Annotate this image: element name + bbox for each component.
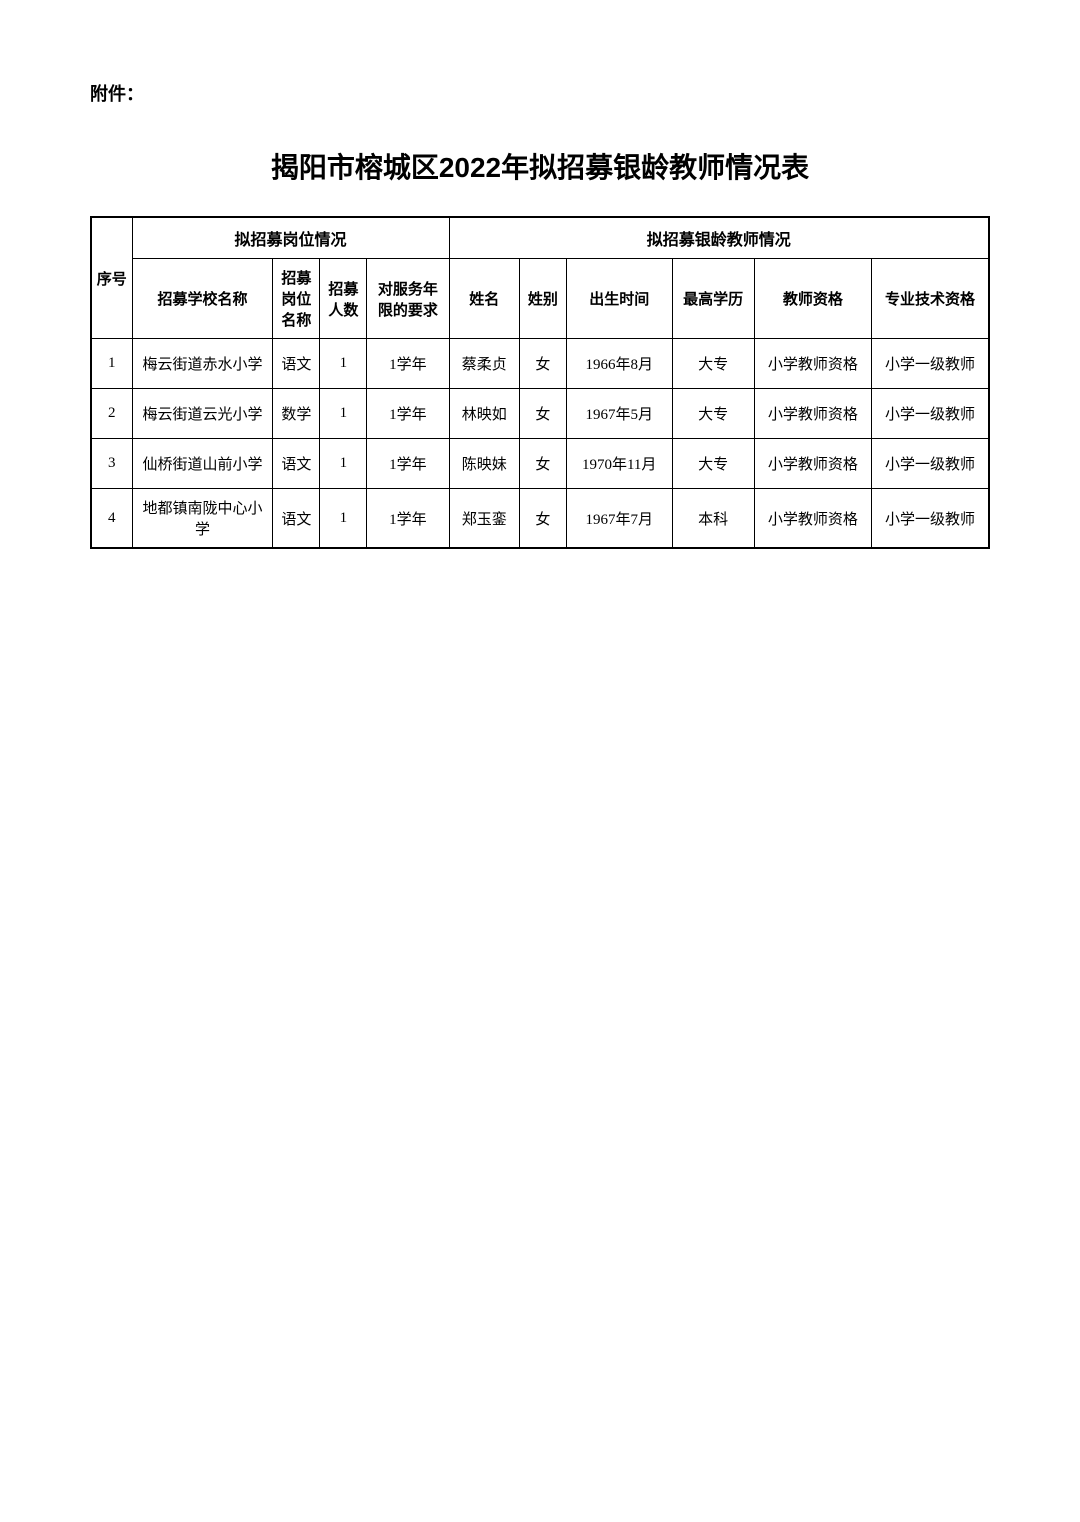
header-position-group: 拟招募岗位情况 <box>132 217 449 259</box>
cell-school: 梅云街道云光小学 <box>132 389 273 439</box>
cell-years: 1学年 <box>367 439 449 489</box>
cell-years: 1学年 <box>367 339 449 389</box>
attachment-label: 附件： <box>90 80 990 106</box>
cell-birth: 1967年5月 <box>566 389 672 439</box>
cell-name: 林映如 <box>449 389 519 439</box>
cell-professional: 小学一级教师 <box>872 389 989 439</box>
table-row: 1 梅云街道赤水小学 语文 1 1学年 蔡柔贞 女 1966年8月 大专 小学教… <box>91 339 989 389</box>
cell-birth: 1967年7月 <box>566 489 672 549</box>
table-body: 1 梅云街道赤水小学 语文 1 1学年 蔡柔贞 女 1966年8月 大专 小学教… <box>91 339 989 549</box>
cell-name: 陈映妹 <box>449 439 519 489</box>
cell-seq: 4 <box>91 489 132 549</box>
page-title: 揭阳市榕城区2022年拟招募银龄教师情况表 <box>90 146 990 186</box>
header-school: 招募学校名称 <box>132 259 273 339</box>
cell-professional: 小学一级教师 <box>872 489 989 549</box>
header-teacher-group: 拟招募银龄教师情况 <box>449 217 989 259</box>
cell-education: 大专 <box>672 339 754 389</box>
cell-school: 地都镇南陇中心小学 <box>132 489 273 549</box>
cell-gender: 女 <box>519 439 566 489</box>
cell-job: 语文 <box>273 439 320 489</box>
header-service-years: 对服务年限的要求 <box>367 259 449 339</box>
cell-gender: 女 <box>519 339 566 389</box>
cell-gender: 女 <box>519 389 566 439</box>
cell-qualification: 小学教师资格 <box>754 439 871 489</box>
cell-years: 1学年 <box>367 489 449 549</box>
cell-education: 大专 <box>672 389 754 439</box>
cell-professional: 小学一级教师 <box>872 339 989 389</box>
cell-birth: 1966年8月 <box>566 339 672 389</box>
cell-qualification: 小学教师资格 <box>754 389 871 439</box>
cell-job: 语文 <box>273 339 320 389</box>
cell-name: 郑玉銮 <box>449 489 519 549</box>
cell-count: 1 <box>320 489 367 549</box>
header-job-name: 招募岗位名称 <box>273 259 320 339</box>
table-row: 3 仙桥街道山前小学 语文 1 1学年 陈映妹 女 1970年11月 大专 小学… <box>91 439 989 489</box>
header-qualification: 教师资格 <box>754 259 871 339</box>
header-education: 最高学历 <box>672 259 754 339</box>
table-row: 2 梅云街道云光小学 数学 1 1学年 林映如 女 1967年5月 大专 小学教… <box>91 389 989 439</box>
cell-birth: 1970年11月 <box>566 439 672 489</box>
header-professional: 专业技术资格 <box>872 259 989 339</box>
cell-qualification: 小学教师资格 <box>754 339 871 389</box>
cell-education: 本科 <box>672 489 754 549</box>
header-seq: 序号 <box>91 217 132 339</box>
cell-professional: 小学一级教师 <box>872 439 989 489</box>
header-name: 姓名 <box>449 259 519 339</box>
cell-seq: 3 <box>91 439 132 489</box>
cell-count: 1 <box>320 389 367 439</box>
cell-gender: 女 <box>519 489 566 549</box>
header-gender: 姓别 <box>519 259 566 339</box>
header-birth: 出生时间 <box>566 259 672 339</box>
cell-education: 大专 <box>672 439 754 489</box>
cell-job: 数学 <box>273 389 320 439</box>
header-count: 招募人数 <box>320 259 367 339</box>
cell-seq: 1 <box>91 339 132 389</box>
cell-years: 1学年 <box>367 389 449 439</box>
cell-job: 语文 <box>273 489 320 549</box>
cell-seq: 2 <box>91 389 132 439</box>
teacher-table: 序号 拟招募岗位情况 拟招募银龄教师情况 招募学校名称 招募岗位名称 招募人数 … <box>90 216 990 549</box>
cell-count: 1 <box>320 439 367 489</box>
cell-school: 仙桥街道山前小学 <box>132 439 273 489</box>
table-row: 4 地都镇南陇中心小学 语文 1 1学年 郑玉銮 女 1967年7月 本科 小学… <box>91 489 989 549</box>
cell-name: 蔡柔贞 <box>449 339 519 389</box>
cell-school: 梅云街道赤水小学 <box>132 339 273 389</box>
cell-count: 1 <box>320 339 367 389</box>
cell-qualification: 小学教师资格 <box>754 489 871 549</box>
